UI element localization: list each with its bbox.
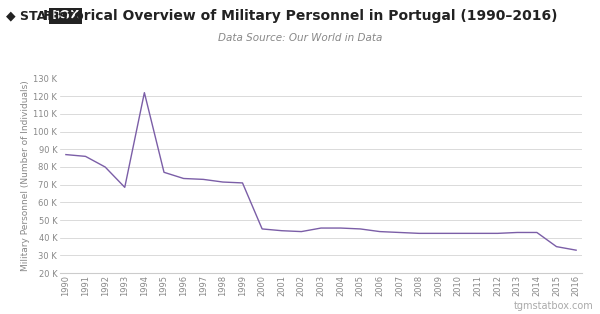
Text: Historical Overview of Military Personnel in Portugal (1990–2016): Historical Overview of Military Personne… bbox=[43, 9, 557, 24]
Text: tgmstatbox.com: tgmstatbox.com bbox=[514, 301, 594, 311]
Text: ◆ STAT: ◆ STAT bbox=[6, 9, 54, 22]
Text: Data Source: Our World in Data: Data Source: Our World in Data bbox=[218, 33, 382, 43]
Y-axis label: Military Personnel (Number of Individuals): Military Personnel (Number of Individual… bbox=[22, 80, 31, 271]
Text: BOX: BOX bbox=[51, 9, 80, 22]
